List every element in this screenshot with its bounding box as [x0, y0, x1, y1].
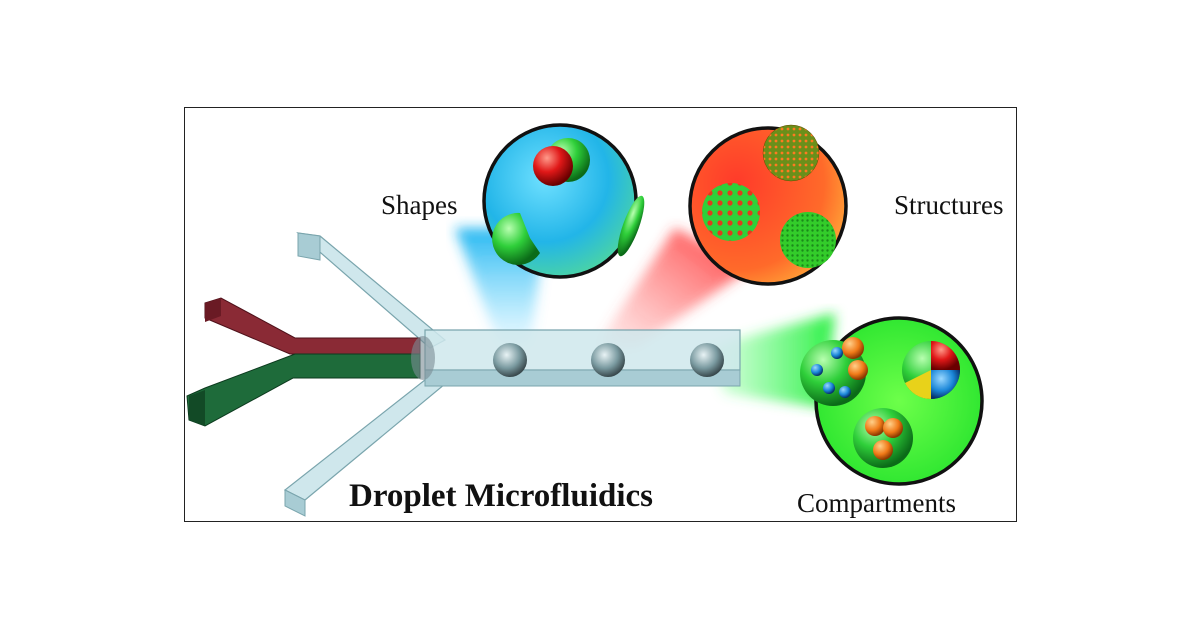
figure-frame: Shapes Structures Compartments Droplet M… — [184, 107, 1017, 522]
structures-label: Structures — [894, 190, 1004, 220]
shapes-label: Shapes — [381, 190, 458, 220]
ellipsoid-icon — [617, 195, 645, 257]
patterned-sphere-icon — [702, 183, 760, 241]
compartments-panel — [800, 316, 984, 486]
droplet-icon — [493, 343, 527, 377]
microfluidic-chip-icon — [186, 232, 741, 517]
structures-panel — [688, 124, 848, 286]
sphere-cap-icon — [492, 212, 540, 265]
droplet-icon — [690, 343, 724, 377]
shapes-panel — [482, 123, 645, 279]
compartments-label: Compartments — [797, 488, 956, 518]
figure-title: Droplet Microfluidics — [349, 478, 653, 514]
microfluidics-illustration — [186, 123, 984, 517]
patterned-sphere-icon — [762, 124, 820, 182]
patterned-sphere-icon — [780, 212, 836, 268]
droplet-icon — [591, 343, 625, 377]
